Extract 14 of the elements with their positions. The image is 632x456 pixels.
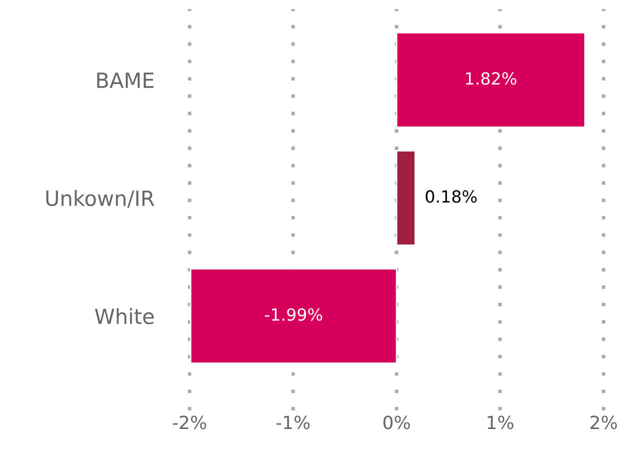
x-tick-label: -2% [172,416,206,430]
x-tick-label: 2% [590,416,617,430]
y-tick-label: White [94,308,154,324]
x-tick-label: 0% [383,416,410,430]
data-label: 0.18% [426,190,477,203]
bar [396,32,586,128]
x-tick-label: -1% [276,416,310,430]
y-tick-label: Unkown/IR [46,190,154,208]
y-tick-label: BAME [97,72,154,88]
data-label: -1.99% [264,308,322,321]
bar [396,150,416,246]
bar [190,268,398,364]
x-tick-label: 1% [488,416,514,430]
data-label: 1.82% [466,72,516,85]
